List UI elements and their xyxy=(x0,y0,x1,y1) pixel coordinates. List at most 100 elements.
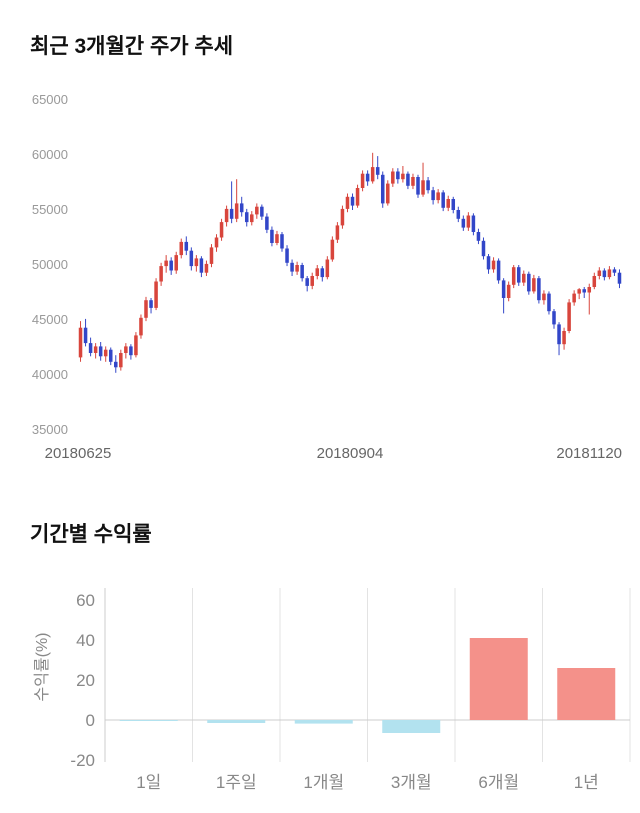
y-tick-label: 45000 xyxy=(32,312,68,327)
return-bar xyxy=(119,720,178,721)
candle-body xyxy=(265,216,269,230)
candle-body xyxy=(602,270,607,278)
candle-body xyxy=(88,343,93,353)
candle-body xyxy=(391,171,395,184)
candle-body xyxy=(501,280,506,298)
candle-body xyxy=(315,268,320,276)
candle-body xyxy=(461,218,466,228)
price-chart-title: 최근 3개월간 주가 추세 xyxy=(30,35,234,58)
candle-body xyxy=(506,284,511,298)
candle-body xyxy=(305,278,309,286)
return-chart-title: 기간별 수익률 xyxy=(30,523,152,546)
candle-body xyxy=(426,180,430,191)
y-tick-label: 20 xyxy=(76,671,95,690)
candle-body xyxy=(552,311,556,325)
return-bar xyxy=(294,720,353,724)
x-tick-label: 20180904 xyxy=(317,445,384,462)
x-tick-label: 20180625 xyxy=(45,445,112,462)
candle-body xyxy=(194,258,199,267)
candle-body xyxy=(355,188,360,206)
candle-body xyxy=(401,173,405,180)
candle-body xyxy=(234,203,239,219)
category-label: 1주일 xyxy=(216,773,257,792)
candle-body xyxy=(411,177,415,186)
candle-body xyxy=(421,180,425,195)
candle-body xyxy=(270,229,274,243)
category-label: 1년 xyxy=(574,773,599,792)
y-tick-label: 65000 xyxy=(32,92,68,107)
candle-body xyxy=(607,269,612,278)
candle-body xyxy=(481,240,486,257)
return-bar xyxy=(382,720,441,733)
candle-body xyxy=(260,206,264,217)
y-tick-label: 40 xyxy=(76,631,95,650)
candle-body xyxy=(537,278,541,301)
candle-body xyxy=(250,214,254,223)
y-tick-label: 0 xyxy=(86,711,95,730)
candle-body xyxy=(129,346,133,356)
candle-body xyxy=(244,212,249,223)
candle-body xyxy=(164,260,168,267)
candle-body xyxy=(224,208,229,223)
candle-body xyxy=(436,192,440,201)
candle-body xyxy=(380,174,385,204)
candle-body xyxy=(139,317,143,336)
price-candlestick-chart: 65000 60000 55000 50000 45000 40000 35000 20180… xyxy=(32,92,622,462)
candle-body xyxy=(290,262,294,272)
return-bar xyxy=(557,668,616,720)
candle-body xyxy=(557,324,561,345)
candle-body xyxy=(386,183,390,204)
candle-body xyxy=(239,203,244,213)
candle-body xyxy=(280,234,284,249)
candle-body xyxy=(255,206,259,215)
candle-body xyxy=(310,276,314,286)
candle-body xyxy=(214,237,219,248)
candle-body xyxy=(516,267,521,283)
candle-body xyxy=(119,353,123,368)
candle-body xyxy=(179,241,184,256)
candle-body xyxy=(204,263,209,273)
candle-body xyxy=(108,349,113,362)
candle-body xyxy=(446,199,450,208)
candle-body xyxy=(83,327,88,344)
candle-body xyxy=(511,267,516,285)
candle-body xyxy=(471,215,476,232)
candle-body xyxy=(350,196,355,206)
candle-body xyxy=(285,248,289,263)
candle-body xyxy=(93,346,98,353)
candle-body xyxy=(295,265,299,272)
y-tick-label: -20 xyxy=(70,751,95,770)
candle-body xyxy=(144,300,148,318)
candle-body xyxy=(496,260,501,281)
candle-body xyxy=(184,241,189,251)
candle-body xyxy=(416,177,420,195)
category-label: 1일 xyxy=(136,773,161,792)
candle-body xyxy=(330,239,335,260)
candle-body xyxy=(335,225,340,240)
y-tick-label: 55000 xyxy=(32,202,68,217)
candle-body xyxy=(370,167,375,182)
candle-body xyxy=(476,232,481,241)
candle-body xyxy=(149,300,153,308)
category-label: 6개월 xyxy=(478,773,519,792)
candle-body xyxy=(169,260,173,271)
y-tick-label: 35000 xyxy=(32,422,68,437)
candle-body xyxy=(103,349,108,357)
category-label: 3개월 xyxy=(391,773,432,792)
x-tick-label: 20181120 xyxy=(556,445,622,462)
candle-body xyxy=(567,302,571,331)
y-tick-label: 40000 xyxy=(32,367,68,382)
return-bar xyxy=(469,638,528,720)
candle-body xyxy=(229,208,234,219)
candle-body xyxy=(98,346,103,357)
candle-body xyxy=(375,167,380,175)
candle-body xyxy=(275,234,279,243)
candle-body xyxy=(582,289,586,293)
candle-body xyxy=(345,196,350,209)
candle-body xyxy=(159,266,163,282)
y-tick-label: 60 xyxy=(76,591,95,610)
candle-body xyxy=(154,281,158,308)
candle-body xyxy=(547,293,551,312)
candle-body xyxy=(587,287,592,293)
candle-body xyxy=(592,276,597,287)
